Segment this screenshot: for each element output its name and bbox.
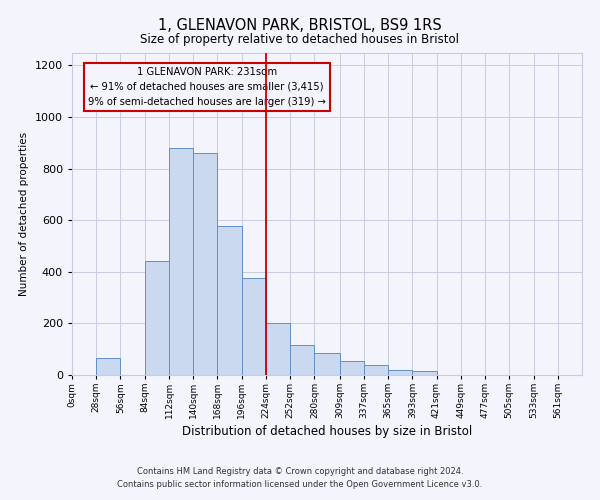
Bar — [364, 364, 388, 375]
Bar — [169, 148, 193, 375]
Bar — [314, 353, 340, 375]
Bar — [145, 260, 169, 375]
Bar — [193, 152, 217, 375]
Bar — [290, 346, 314, 375]
Bar — [217, 226, 242, 375]
Text: Size of property relative to detached houses in Bristol: Size of property relative to detached ho… — [140, 32, 460, 46]
Bar — [96, 358, 121, 375]
Text: 1, GLENAVON PARK, BRISTOL, BS9 1RS: 1, GLENAVON PARK, BRISTOL, BS9 1RS — [158, 18, 442, 32]
Bar — [340, 361, 364, 375]
Bar — [388, 370, 412, 375]
Bar — [242, 278, 266, 375]
Bar — [412, 371, 437, 375]
Bar — [266, 322, 290, 375]
Y-axis label: Number of detached properties: Number of detached properties — [19, 132, 29, 296]
X-axis label: Distribution of detached houses by size in Bristol: Distribution of detached houses by size … — [182, 426, 472, 438]
Text: Contains HM Land Registry data © Crown copyright and database right 2024.
Contai: Contains HM Land Registry data © Crown c… — [118, 468, 482, 489]
Text: 1 GLENAVON PARK: 231sqm
← 91% of detached houses are smaller (3,415)
9% of semi-: 1 GLENAVON PARK: 231sqm ← 91% of detache… — [88, 67, 326, 106]
